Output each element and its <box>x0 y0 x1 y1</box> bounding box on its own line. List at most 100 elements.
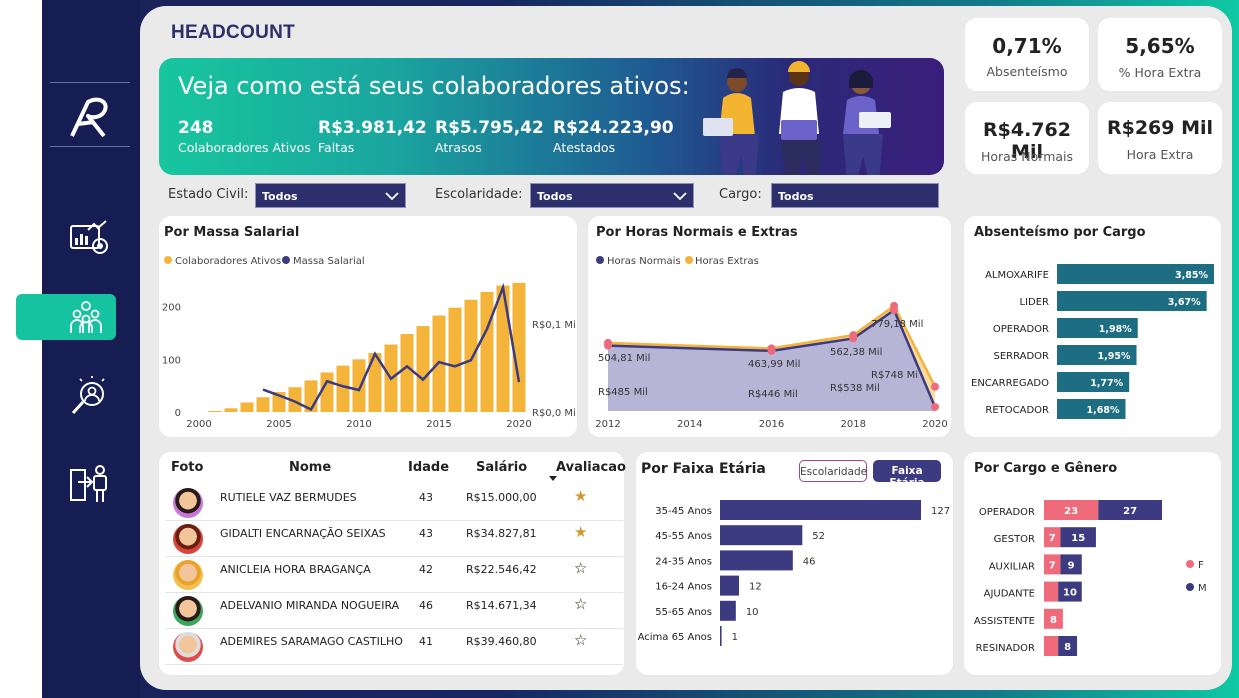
bar-colaboradores <box>352 359 366 412</box>
x-tick-label: 2005 <box>266 419 291 430</box>
bar-masculino <box>1058 636 1078 656</box>
avatar <box>173 524 203 554</box>
button-escolaridade[interactable]: Escolaridade <box>799 460 867 482</box>
exit-door-icon[interactable] <box>68 462 112 506</box>
dropdown-escolaridade[interactable]: Todos <box>530 183 694 208</box>
x-tick-label: 2020 <box>506 419 531 430</box>
analytics-icon[interactable] <box>68 218 112 262</box>
dropdown-estado-civil[interactable]: Todos <box>255 183 406 208</box>
kpi-label: Horas Normais <box>980 149 1074 164</box>
legend-dot-massa <box>282 256 290 264</box>
chevron-down-icon <box>673 192 687 201</box>
bar-colaboradores <box>336 365 350 412</box>
area-horas-normais <box>608 310 935 411</box>
card-cargo-genero <box>964 452 1221 675</box>
point-horas-normais <box>890 306 899 315</box>
kpi-label: Atrasos <box>435 140 482 155</box>
kpi-value: R$269 Mil <box>1106 117 1214 139</box>
bar-colaboradores <box>240 402 254 412</box>
data-label-m: 9 <box>1068 560 1075 571</box>
star-half-icon: ☆ <box>574 595 588 613</box>
bar-feminino <box>1044 608 1063 629</box>
category-label: RESINADOR <box>976 643 1035 654</box>
employee-salary: R$15.000,00 <box>466 491 537 504</box>
legend-dot-normais <box>596 256 604 264</box>
chevron-down-icon <box>385 192 399 201</box>
filter-label-escolaridade: Escolaridade: <box>435 187 523 202</box>
bar-faixa <box>720 550 793 571</box>
column-header-avaliacao[interactable]: Avaliacao <box>556 460 626 475</box>
employee-age: 42 <box>419 563 433 576</box>
data-label-extras: 463,99 Mil <box>748 359 800 370</box>
data-label: 3,67% <box>1168 297 1201 308</box>
y-tick-label: 100 <box>162 355 181 366</box>
x-tick-label: 2015 <box>426 419 451 430</box>
logo-icon <box>70 97 108 138</box>
bar-colaboradores <box>512 282 526 412</box>
data-label: 52 <box>812 531 825 542</box>
bar-absenteismo <box>1057 291 1207 311</box>
category-label: AUXILIAR <box>989 561 1035 572</box>
bar-faixa <box>720 626 722 646</box>
data-label-extras: 779,18 Mil <box>871 319 923 330</box>
category-label: 45-55 Anos <box>655 531 712 542</box>
category-label: RETOCADOR <box>985 405 1049 416</box>
table-row[interactable]: ANICLEIA HORA BRAGANÇA 42 R$22.546,42 ☆ <box>165 557 623 593</box>
kpi-card-hora-extra-pct: 5,65% % Hora Extra <box>1098 18 1222 91</box>
bar-faixa <box>720 500 921 520</box>
legend-colaboradores: Colaboradores Ativos <box>175 256 281 267</box>
category-label: 35-45 Anos <box>655 506 712 517</box>
search-person-icon[interactable] <box>68 374 112 418</box>
data-label: 1,77% <box>1090 378 1123 389</box>
data-label: 1,98% <box>1099 324 1132 335</box>
legend-dot-f <box>1186 560 1194 568</box>
kpi-value: 5,65% <box>1125 34 1195 58</box>
kpi-value: R$5.795,42 <box>435 118 544 138</box>
employee-age: 46 <box>419 599 433 612</box>
card-table <box>159 452 624 675</box>
legend-extras: Horas Extras <box>695 256 759 267</box>
y-tick-label: 200 <box>162 303 181 314</box>
data-label-m: 15 <box>1071 533 1085 544</box>
table-row[interactable]: GIDALTI ENCARNAÇÃO SEIXAS 43 R$34.827,81 ★ <box>165 521 623 557</box>
sidebar-divider <box>50 146 130 147</box>
legend-dot-extras <box>685 256 693 264</box>
bar-absenteismo <box>1057 264 1214 284</box>
kpi-atrasos: R$5.795,42 Atrasos <box>435 118 544 155</box>
data-label: 1,95% <box>1098 351 1131 362</box>
kpi-value: R$3.981,42 <box>318 118 427 138</box>
nav-item-people-active[interactable] <box>16 294 116 340</box>
employee-name: ANICLEIA HORA BRAGANÇA <box>220 563 371 576</box>
team-icon <box>70 301 102 333</box>
sort-desc-icon[interactable] <box>549 476 557 482</box>
kpi-value: 248 <box>178 118 214 138</box>
column-header-salario[interactable]: Salário <box>476 460 528 475</box>
bar-colaboradores <box>448 307 462 412</box>
data-label-f: 23 <box>1064 506 1078 517</box>
bar-feminino <box>1044 527 1061 548</box>
category-label: ALMOXARIFE <box>985 270 1049 281</box>
bar-masculino <box>1060 527 1096 548</box>
button-faixa-etaria[interactable]: Faixa Etária <box>873 460 941 489</box>
dropdown-cargo[interactable]: Todos <box>771 183 939 208</box>
legend-dot-m <box>1186 583 1194 591</box>
card-faixa-etaria <box>636 452 953 675</box>
bar-colaboradores <box>480 291 494 412</box>
filter-label-estado-civil: Estado Civil: <box>168 187 249 202</box>
table-row[interactable]: ADEMIRES SARAMAGO CASTILHO 41 R$39.460,80 ☆ <box>165 629 623 665</box>
table-row[interactable]: RUTIELE VAZ BERMUDES 43 R$15.000,00 ★ <box>165 485 623 521</box>
chart-title-genero: Por Cargo e Gênero <box>974 461 1118 476</box>
kpi-label: Faltas <box>318 140 355 155</box>
dropdown-value: Todos <box>778 190 814 203</box>
column-header-nome[interactable]: Nome <box>289 460 332 475</box>
kpi-value: 0,71% <box>992 34 1062 58</box>
column-header-foto[interactable]: Foto <box>171 460 204 475</box>
employee-salary: R$39.460,80 <box>466 635 537 648</box>
category-label: AJUDANTE <box>984 589 1035 600</box>
data-label: 1,68% <box>1087 405 1120 416</box>
table-row[interactable]: ADELVANIO MIRANDA NOGUEIRA 46 R$14.671,34 ☆ <box>165 593 623 629</box>
chart-horas: Horas Normais Horas Extras 504,81 Mil 463,9… <box>595 256 948 430</box>
bar-colaboradores <box>288 387 302 412</box>
column-header-idade[interactable]: Idade <box>408 460 450 475</box>
